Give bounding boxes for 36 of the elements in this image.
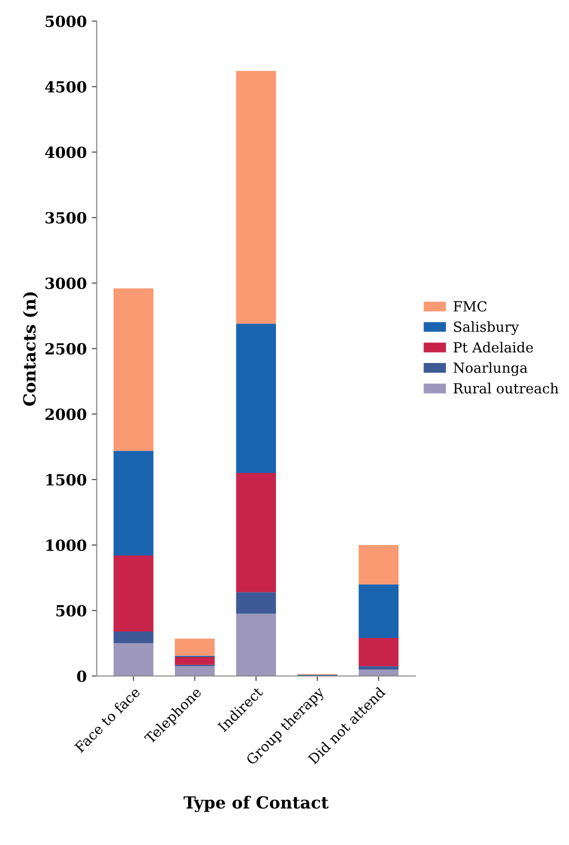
y-tick-label: 5000 (46, 16, 86, 28)
legend-label: Salisbury (454, 321, 519, 335)
bar (174, 666, 215, 676)
bar (236, 472, 276, 592)
y-tick-label: 1000 (46, 539, 86, 552)
y-tick-label: 0 (77, 670, 86, 682)
bar (114, 631, 154, 644)
y-tick-label: 2000 (46, 408, 86, 420)
bar (174, 657, 215, 665)
legend-label: FMC (454, 301, 487, 312)
y-tick-label: 3000 (46, 278, 86, 290)
y-tick-label: 2500 (46, 343, 86, 355)
bar (236, 614, 276, 676)
y-tick-label: 3500 (46, 212, 86, 224)
legend-label: Pt Adelaide (454, 342, 533, 353)
bar (114, 643, 154, 676)
bar (174, 638, 215, 656)
bar (358, 638, 399, 666)
bar (114, 450, 154, 556)
legend-label: Rural outreach (454, 382, 558, 394)
bar (236, 324, 276, 473)
y-tick-label: 4000 (45, 146, 86, 158)
bar (114, 288, 154, 451)
bar (114, 556, 154, 632)
bar (358, 666, 399, 670)
y-tick-label: 500 (56, 604, 86, 617)
bar (236, 70, 276, 324)
y-tick-label: 1500 (46, 474, 86, 486)
bar (358, 584, 399, 638)
bar (236, 592, 276, 614)
bar (358, 669, 399, 676)
bar (358, 545, 399, 584)
y-tick-label: 4500 (45, 81, 86, 93)
legend-label: Noarlunga (454, 362, 528, 376)
x-axis-title: Type of Contact (184, 796, 329, 812)
y-axis-title: Contacts (n) (22, 292, 38, 406)
